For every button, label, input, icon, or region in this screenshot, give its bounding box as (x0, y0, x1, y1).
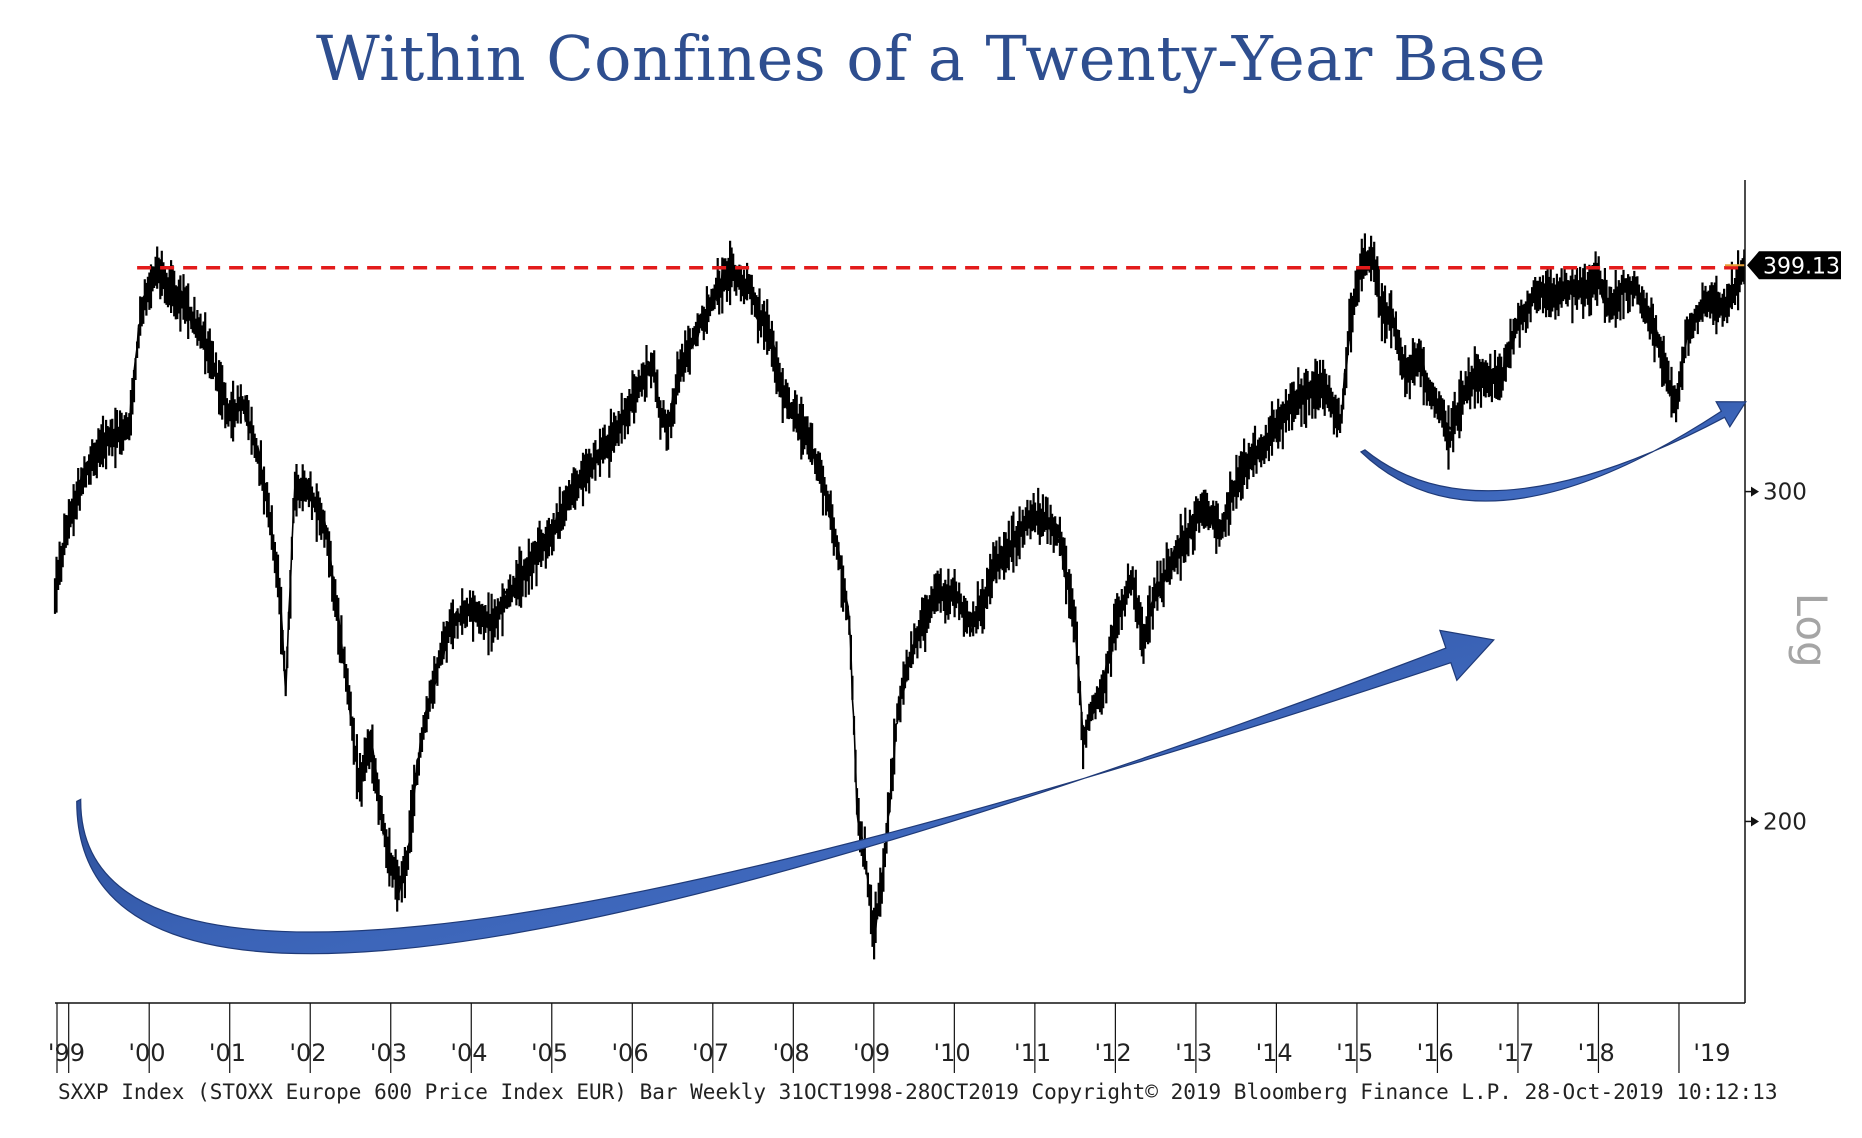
x-tick-label: '11 (1014, 1039, 1051, 1067)
price-bars (53, 233, 1746, 960)
x-tick-label: '09 (853, 1039, 890, 1067)
x-tick-label: '17 (1497, 1039, 1534, 1067)
x-tick-label: '15 (1336, 1039, 1373, 1067)
x-tick-label: '01 (209, 1039, 246, 1067)
x-tick-label: '16 (1417, 1039, 1454, 1067)
x-tick-label: '05 (531, 1039, 568, 1067)
y-axis-scale-label: Log (1787, 593, 1836, 668)
recent-base-arrow (1359, 401, 1747, 502)
y-tick-label: 200 (1763, 809, 1807, 835)
x-tick-label: '13 (1175, 1039, 1212, 1067)
last-value-tag (1747, 251, 1841, 280)
x-tick-label: '02 (289, 1039, 326, 1067)
x-tick-label: '10 (934, 1039, 971, 1067)
x-tick-label: '12 (1095, 1039, 1132, 1067)
x-tick-label: '06 (611, 1039, 648, 1067)
x-tick-label: '14 (1256, 1039, 1293, 1067)
last-value-label: 399.13 (1763, 254, 1840, 279)
y-tick-label: 300 (1763, 480, 1807, 506)
long-term-base-arrow (76, 629, 1495, 955)
x-tick-label: '03 (370, 1039, 407, 1067)
chart-footer-source: SXXP Index (STOXX Europe 600 Price Index… (58, 1080, 1778, 1104)
x-tick-label: '99 (48, 1039, 85, 1067)
x-tick-label: '04 (450, 1039, 487, 1067)
x-tick-label: '08 (772, 1039, 809, 1067)
x-tick-label: '00 (128, 1039, 165, 1067)
chart-title: Within Confines of a Twenty-Year Base (315, 22, 1547, 95)
price-line (54, 254, 1746, 932)
y-tick-marker (1751, 486, 1759, 497)
x-tick-label: '18 (1578, 1039, 1615, 1067)
x-tick-label: '07 (692, 1039, 729, 1067)
x-tick-label: '19 (1693, 1039, 1730, 1067)
y-tick-marker (1751, 816, 1759, 827)
